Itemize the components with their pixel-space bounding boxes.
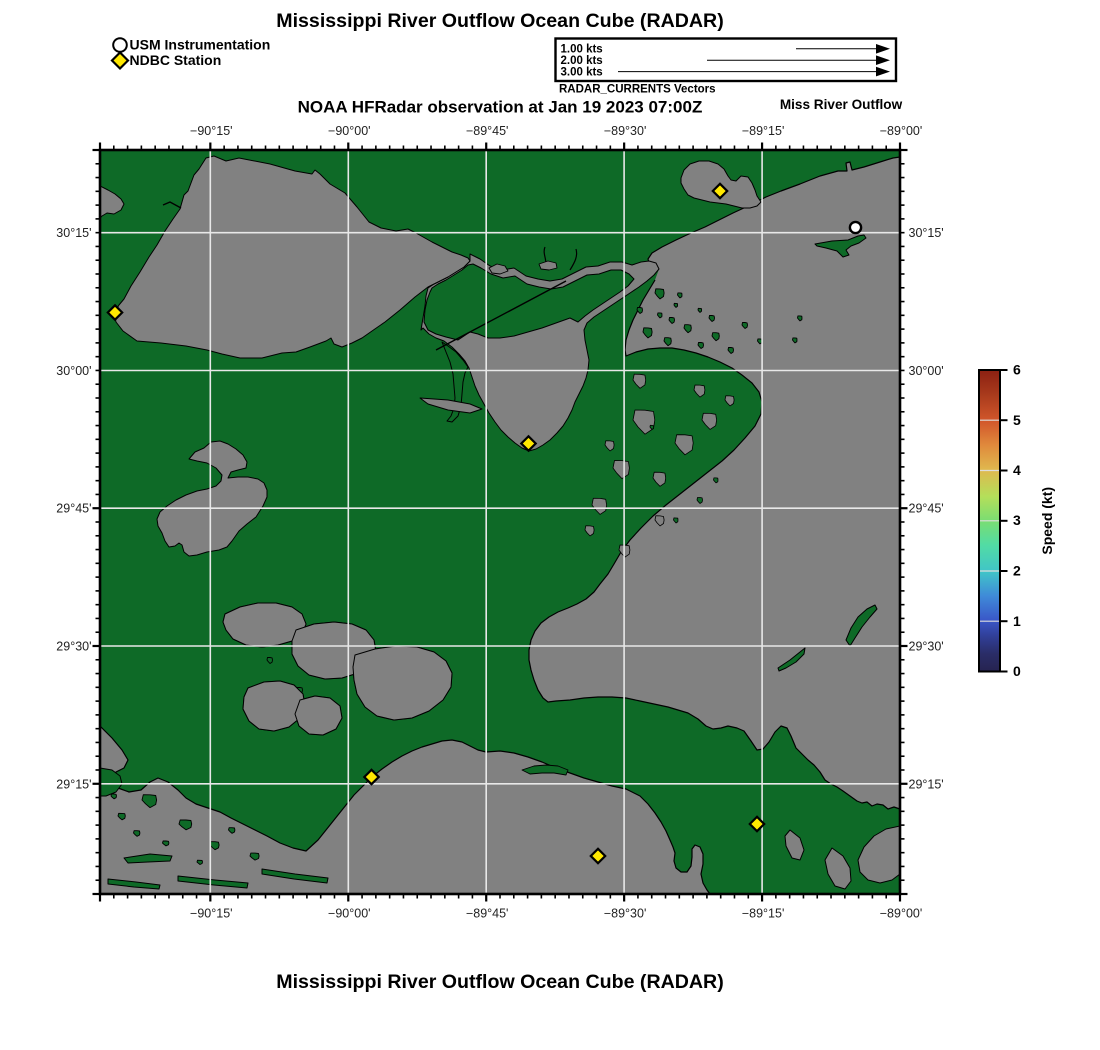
svg-text:1.00 kts: 1.00 kts	[561, 44, 603, 56]
svg-text:29°45': 29°45'	[56, 502, 91, 516]
svg-text:29°45': 29°45'	[909, 502, 944, 516]
svg-text:Speed (kt): Speed (kt)	[1039, 487, 1055, 555]
svg-text:3: 3	[1013, 512, 1021, 528]
svg-text:−90°15': −90°15'	[190, 124, 233, 138]
svg-text:5: 5	[1013, 412, 1021, 428]
svg-text:−89°30': −89°30'	[604, 124, 647, 138]
svg-text:−90°15': −90°15'	[190, 907, 233, 921]
svg-text:NDBC Station: NDBC Station	[130, 52, 222, 68]
svg-text:−89°45': −89°45'	[466, 907, 509, 921]
svg-text:0: 0	[1013, 663, 1021, 679]
svg-text:30°00': 30°00'	[56, 364, 91, 378]
svg-text:−89°15': −89°15'	[742, 124, 785, 138]
svg-text:29°30': 29°30'	[56, 640, 91, 654]
svg-text:USM Instrumentation: USM Instrumentation	[130, 37, 271, 53]
svg-text:Mississippi River Outflow Ocea: Mississippi River Outflow Ocean Cube (RA…	[276, 10, 723, 32]
svg-text:Mississippi River Outflow Ocea: Mississippi River Outflow Ocean Cube (RA…	[276, 971, 723, 993]
svg-text:−89°00': −89°00'	[880, 907, 923, 921]
svg-text:3.00 kts: 3.00 kts	[561, 66, 603, 78]
svg-text:−90°00': −90°00'	[328, 124, 371, 138]
svg-text:6: 6	[1013, 362, 1021, 378]
svg-text:−90°00': −90°00'	[328, 907, 371, 921]
svg-text:29°30': 29°30'	[909, 640, 944, 654]
svg-text:29°15': 29°15'	[909, 777, 944, 791]
svg-text:2.00 kts: 2.00 kts	[561, 55, 603, 67]
svg-text:30°15': 30°15'	[56, 226, 91, 240]
svg-text:Miss River Outflow: Miss River Outflow	[780, 97, 903, 112]
svg-text:4: 4	[1013, 462, 1021, 478]
svg-text:30°00': 30°00'	[909, 364, 944, 378]
svg-text:2: 2	[1013, 563, 1021, 579]
svg-text:−89°45': −89°45'	[466, 124, 509, 138]
svg-text:−89°15': −89°15'	[742, 907, 785, 921]
svg-text:−89°00': −89°00'	[880, 124, 923, 138]
svg-text:−89°30': −89°30'	[604, 907, 647, 921]
svg-text:30°15': 30°15'	[909, 226, 944, 240]
svg-text:NOAA HFRadar observation at Ja: NOAA HFRadar observation at Jan 19 2023 …	[298, 98, 703, 117]
svg-text:1: 1	[1013, 613, 1021, 629]
svg-text:29°15': 29°15'	[56, 777, 91, 791]
svg-text:RADAR_CURRENTS Vectors: RADAR_CURRENTS Vectors	[559, 84, 716, 96]
